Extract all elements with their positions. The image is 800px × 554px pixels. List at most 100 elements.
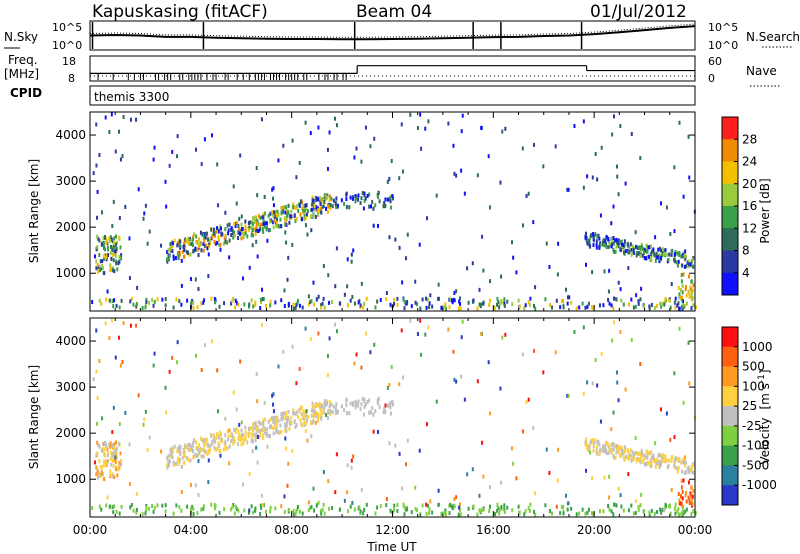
power-cell <box>335 196 338 201</box>
velocity-cell <box>366 399 369 404</box>
velocity-cell <box>482 507 485 512</box>
velocity-cell <box>111 451 114 456</box>
power-cell <box>364 196 367 201</box>
power-cell <box>106 247 109 252</box>
power-cell <box>211 235 214 240</box>
velocity-cell <box>437 488 440 493</box>
power-cell <box>233 305 236 310</box>
velocity-cell <box>218 443 221 448</box>
power-cell <box>254 232 257 237</box>
power-cell <box>185 249 188 254</box>
power-cell <box>679 295 682 300</box>
power-cell <box>377 190 380 195</box>
power-cell <box>390 158 393 163</box>
velocity-cell <box>284 428 287 433</box>
velocity-cell <box>359 407 362 412</box>
velocity-cell <box>210 433 213 438</box>
power-cell <box>334 284 337 289</box>
power-cell <box>195 239 198 244</box>
velocity-cell <box>324 400 327 405</box>
power-cell <box>452 143 455 148</box>
power-cell <box>479 302 482 307</box>
velocity-cell <box>106 453 109 458</box>
power-cell <box>656 303 659 308</box>
power-cell <box>192 306 195 311</box>
velocity-cell <box>171 455 174 460</box>
power-cell <box>326 166 329 171</box>
vel-cbar-swatch <box>722 386 738 407</box>
power-cell <box>556 272 559 277</box>
power-cell <box>599 242 602 247</box>
velocity-cell <box>273 416 276 421</box>
velocity-cell <box>352 402 355 407</box>
velocity-cell <box>681 469 684 474</box>
power-cell <box>114 242 117 247</box>
power-cell <box>684 285 687 290</box>
power-cell <box>681 283 684 288</box>
power-cell <box>329 203 332 208</box>
power-cell <box>602 242 605 247</box>
velocity-cell <box>389 411 392 416</box>
velocity-cell <box>203 343 206 348</box>
velocity-cell <box>251 428 254 433</box>
power-cell <box>443 304 446 309</box>
velocity-cell <box>460 335 463 340</box>
velocity-cell <box>176 449 179 454</box>
power-cbar-label: 28 <box>742 132 757 146</box>
velocity-cell <box>118 335 121 340</box>
power-cell <box>322 204 325 209</box>
velocity-cell <box>312 408 315 413</box>
power-cell <box>100 266 103 271</box>
velocity-cell <box>189 442 192 447</box>
power-cell <box>223 301 226 306</box>
power-cell <box>598 236 601 241</box>
power-cell <box>326 147 329 152</box>
velocity-cell <box>325 412 328 417</box>
velocity-cell <box>604 444 607 449</box>
velocity-cell <box>288 419 291 424</box>
velocity-cell <box>202 504 205 509</box>
velocity-cell <box>376 401 379 406</box>
power-cell <box>684 256 687 261</box>
power-cell <box>228 222 231 227</box>
power-cell <box>378 199 381 204</box>
power-cell <box>274 300 277 305</box>
velocity-cell <box>196 453 199 458</box>
power-cell <box>192 300 195 305</box>
velocity-cell <box>95 328 98 333</box>
power-cell <box>642 247 645 252</box>
velocity-cell <box>191 504 194 509</box>
power-cell <box>641 253 644 258</box>
power-cell <box>459 301 462 306</box>
power-cell <box>680 297 683 302</box>
velocity-cell <box>316 403 319 408</box>
power-cell <box>219 243 222 248</box>
velocity-cell <box>96 395 99 400</box>
power-cell <box>120 253 123 258</box>
power-cell <box>343 202 346 207</box>
power-cell <box>326 193 329 198</box>
power-cell <box>629 242 632 247</box>
power-cell <box>595 245 598 250</box>
power-cell <box>232 184 235 189</box>
power-cell <box>332 198 335 203</box>
noise-panel-frame <box>89 20 696 51</box>
power-cell <box>680 254 683 259</box>
velocity-cell <box>254 506 257 511</box>
velocity-cell <box>224 433 227 438</box>
velocity-cell <box>175 360 178 365</box>
velocity-cell <box>617 486 620 491</box>
power-cell <box>631 244 634 249</box>
power-cell <box>388 235 391 240</box>
velocity-cell <box>314 413 317 418</box>
velocity-cell <box>512 461 515 466</box>
power-cell <box>564 287 567 292</box>
power-cell <box>217 203 220 208</box>
velocity-cell <box>120 459 123 464</box>
velocity-cell <box>463 397 466 402</box>
power-cell <box>152 303 155 308</box>
power-cell <box>428 301 431 306</box>
power-cell <box>299 212 302 217</box>
power-cell <box>602 303 605 308</box>
velocity-cell <box>688 468 691 473</box>
